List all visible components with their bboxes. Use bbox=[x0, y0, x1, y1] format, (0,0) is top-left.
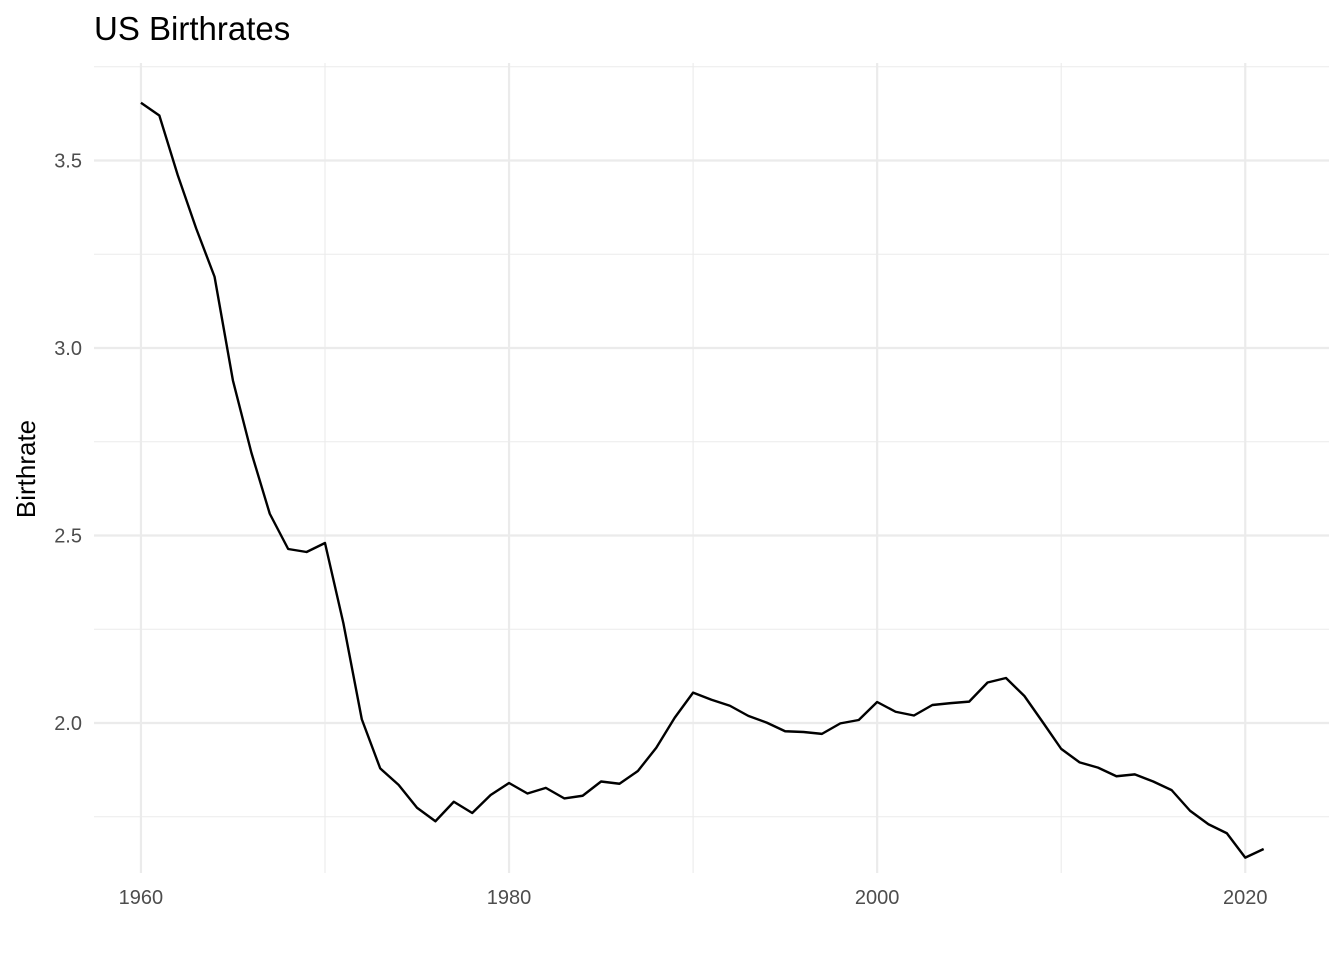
series-line bbox=[140, 101, 1265, 859]
chart-title: US Birthrates bbox=[94, 10, 290, 47]
x-tick-label: 1960 bbox=[119, 887, 164, 909]
y-tick-labels: 2.0 2.5 3.0 3.5 bbox=[54, 151, 82, 736]
x-tick-labels: 1960 1980 2000 2020 bbox=[119, 887, 1268, 909]
series-layer bbox=[140, 101, 1265, 859]
y-tick-label: 2.5 bbox=[54, 526, 82, 548]
x-tick-label: 2000 bbox=[855, 887, 900, 909]
y-axis-title: Birthrate bbox=[11, 420, 41, 518]
x-tick-label: 1980 bbox=[487, 887, 532, 909]
grid bbox=[94, 63, 1329, 873]
y-tick-label: 3.5 bbox=[54, 151, 82, 173]
y-tick-label: 2.0 bbox=[54, 713, 82, 735]
y-tick-label: 3.0 bbox=[54, 338, 82, 360]
x-tick-label: 2020 bbox=[1223, 887, 1268, 909]
